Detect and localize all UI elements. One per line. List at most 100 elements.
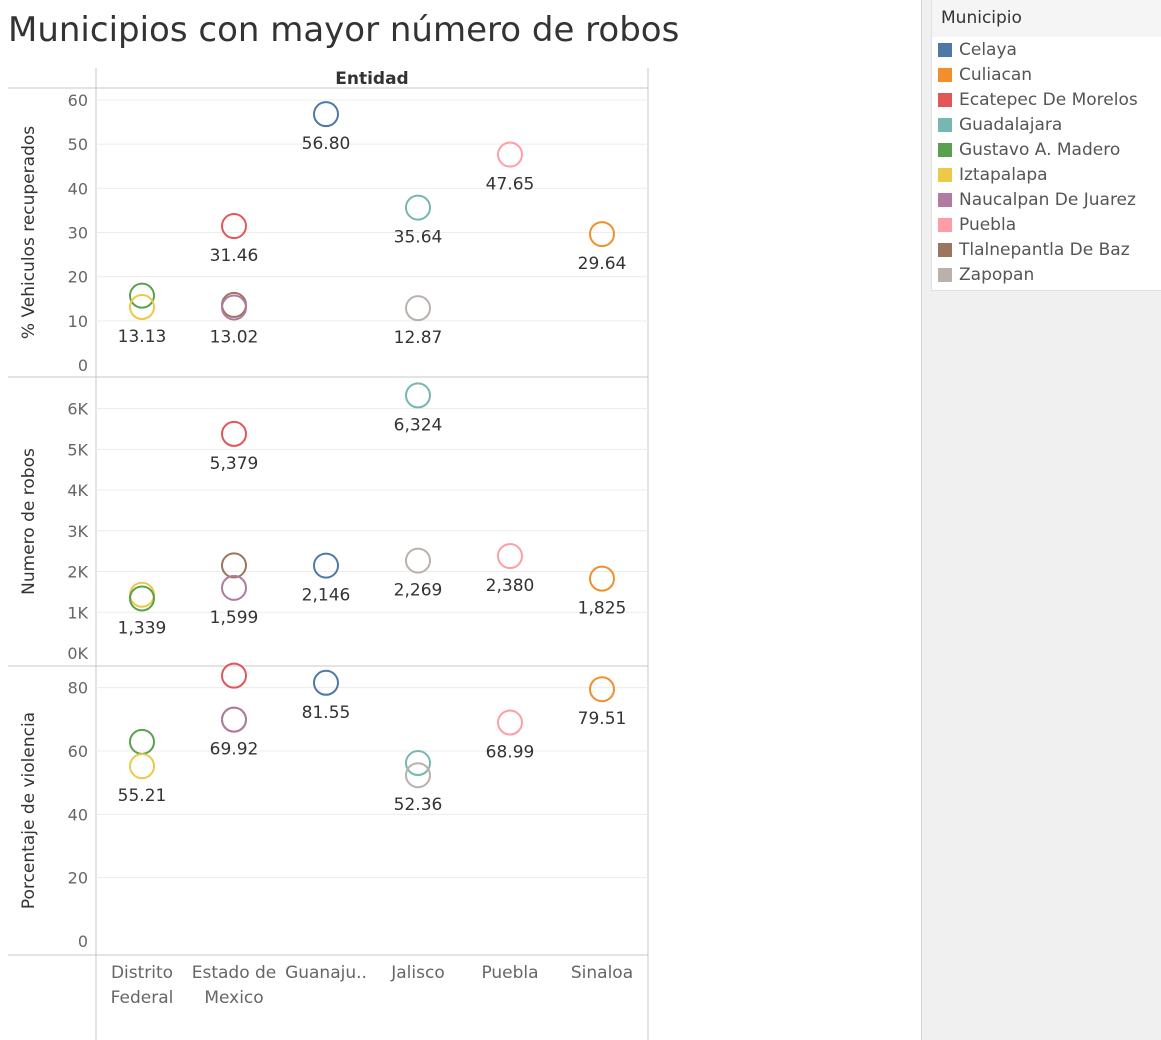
legend-swatch <box>938 192 952 207</box>
legend-swatch <box>938 267 952 282</box>
data-label: 1,599 <box>210 608 259 628</box>
legend-item[interactable]: Puebla <box>932 212 1161 237</box>
x-tick-label: Jalisco <box>390 963 444 983</box>
legend-item[interactable]: Ecatepec De Morelos <box>932 87 1161 112</box>
legend-item[interactable]: Gustavo A. Madero <box>932 137 1161 162</box>
data-point <box>589 565 615 592</box>
y-tick-label: 0 <box>78 932 88 951</box>
legend-swatch <box>938 242 952 257</box>
data-point <box>497 543 523 570</box>
data-label: 12.87 <box>394 328 443 348</box>
data-point <box>221 420 247 447</box>
data-point <box>405 194 431 221</box>
legend-item[interactable]: Tlalnepantla De Baz <box>932 237 1161 262</box>
x-tick-label: Estado de <box>192 963 277 983</box>
legend-swatch <box>938 167 952 182</box>
y-axis-label: Numero de robos <box>19 448 39 595</box>
y-tick-label: 0 <box>78 356 88 375</box>
legend-title: Municipio <box>932 0 1161 37</box>
y-tick-label: 0K <box>67 644 88 663</box>
legend-label: Tlalnepantla De Baz <box>959 239 1130 260</box>
y-tick-label: 30 <box>68 224 88 243</box>
y-tick-label: 4K <box>67 481 88 500</box>
y-tick-label: 50 <box>68 135 88 154</box>
data-label: 35.64 <box>394 228 443 248</box>
y-tick-label: 20 <box>68 869 88 888</box>
data-point <box>129 728 155 755</box>
data-point <box>221 574 247 601</box>
data-label: 13.13 <box>118 327 167 347</box>
data-point <box>405 295 431 322</box>
legend-swatch <box>938 67 952 82</box>
data-label: 6,324 <box>394 415 443 435</box>
y-tick-label: 5K <box>67 440 88 459</box>
data-label: 13.02 <box>210 327 259 347</box>
y-axis-label: Porcentaje de violencia <box>19 712 39 909</box>
data-point <box>129 585 155 612</box>
y-tick-label: 6K <box>67 400 88 419</box>
data-point <box>221 291 247 318</box>
legend-swatch <box>938 217 952 232</box>
y-tick-label: 1K <box>67 603 88 622</box>
data-point <box>221 662 247 689</box>
legend-label: Culiacan <box>959 64 1033 85</box>
x-tick-label: Guanaju.. <box>285 963 367 983</box>
y-tick-label: 10 <box>68 312 88 331</box>
data-label: 1,339 <box>118 618 167 638</box>
data-label: 56.80 <box>302 134 351 154</box>
legend-item[interactable]: Zapopan <box>932 262 1161 287</box>
legend-label: Naucalpan De Juarez <box>959 189 1136 210</box>
y-tick-label: 40 <box>68 179 88 198</box>
data-label: 5,379 <box>210 454 259 474</box>
data-label: 1,825 <box>578 599 627 619</box>
y-tick-label: 60 <box>68 91 88 110</box>
legend-label: Celaya <box>959 39 1017 60</box>
data-point <box>221 213 247 240</box>
legend-swatch <box>938 92 952 107</box>
data-point <box>405 547 431 574</box>
data-point <box>129 282 155 309</box>
legend-swatch <box>938 42 952 57</box>
x-tick-label: Sinaloa <box>571 963 633 983</box>
legend-item[interactable]: Culiacan <box>932 62 1161 87</box>
data-label: 2,380 <box>486 576 535 596</box>
data-label: 47.65 <box>486 175 535 195</box>
x-tick-label: Puebla <box>481 963 538 983</box>
data-point <box>313 669 339 696</box>
chart-title: Municipios con mayor número de robos <box>8 10 680 50</box>
data-label: 68.99 <box>486 743 535 763</box>
legend-swatch <box>938 117 952 132</box>
data-point <box>589 676 615 703</box>
data-point <box>405 750 431 777</box>
data-point <box>497 141 523 168</box>
data-point <box>405 382 431 409</box>
data-point <box>313 552 339 579</box>
legend-item[interactable]: Guadalajara <box>932 112 1161 137</box>
y-tick-label: 2K <box>67 563 88 582</box>
legend-label: Gustavo A. Madero <box>959 139 1121 160</box>
legend-item[interactable]: Iztapalapa <box>932 162 1161 187</box>
legend-label: Iztapalapa <box>959 164 1048 185</box>
data-point <box>497 709 523 736</box>
data-label: 29.64 <box>578 254 627 274</box>
y-tick-label: 3K <box>67 522 88 541</box>
x-tick-label: Federal <box>111 988 174 1008</box>
data-label: 81.55 <box>302 703 351 723</box>
data-point <box>129 294 155 321</box>
y-tick-label: 80 <box>68 679 88 698</box>
legend-item[interactable]: Celaya <box>932 37 1161 62</box>
data-point <box>129 753 155 780</box>
legend-item[interactable]: Naucalpan De Juarez <box>932 187 1161 212</box>
data-label: 79.51 <box>578 709 627 729</box>
y-tick-label: 20 <box>68 268 88 287</box>
y-axis-label: % Vehiculos recuperados <box>19 126 39 339</box>
data-label: 55.21 <box>118 786 167 806</box>
data-point <box>221 552 247 579</box>
y-tick-label: 60 <box>68 742 88 761</box>
data-label: 2,146 <box>302 586 351 606</box>
data-point <box>589 221 615 248</box>
x-tick-label: Mexico <box>204 988 263 1008</box>
legend-label: Ecatepec De Morelos <box>959 89 1138 110</box>
data-point <box>405 762 431 789</box>
chart-area: Entidad 0 10 20 30 40 50 60 % Vehiculos recupera… <box>8 68 649 1040</box>
